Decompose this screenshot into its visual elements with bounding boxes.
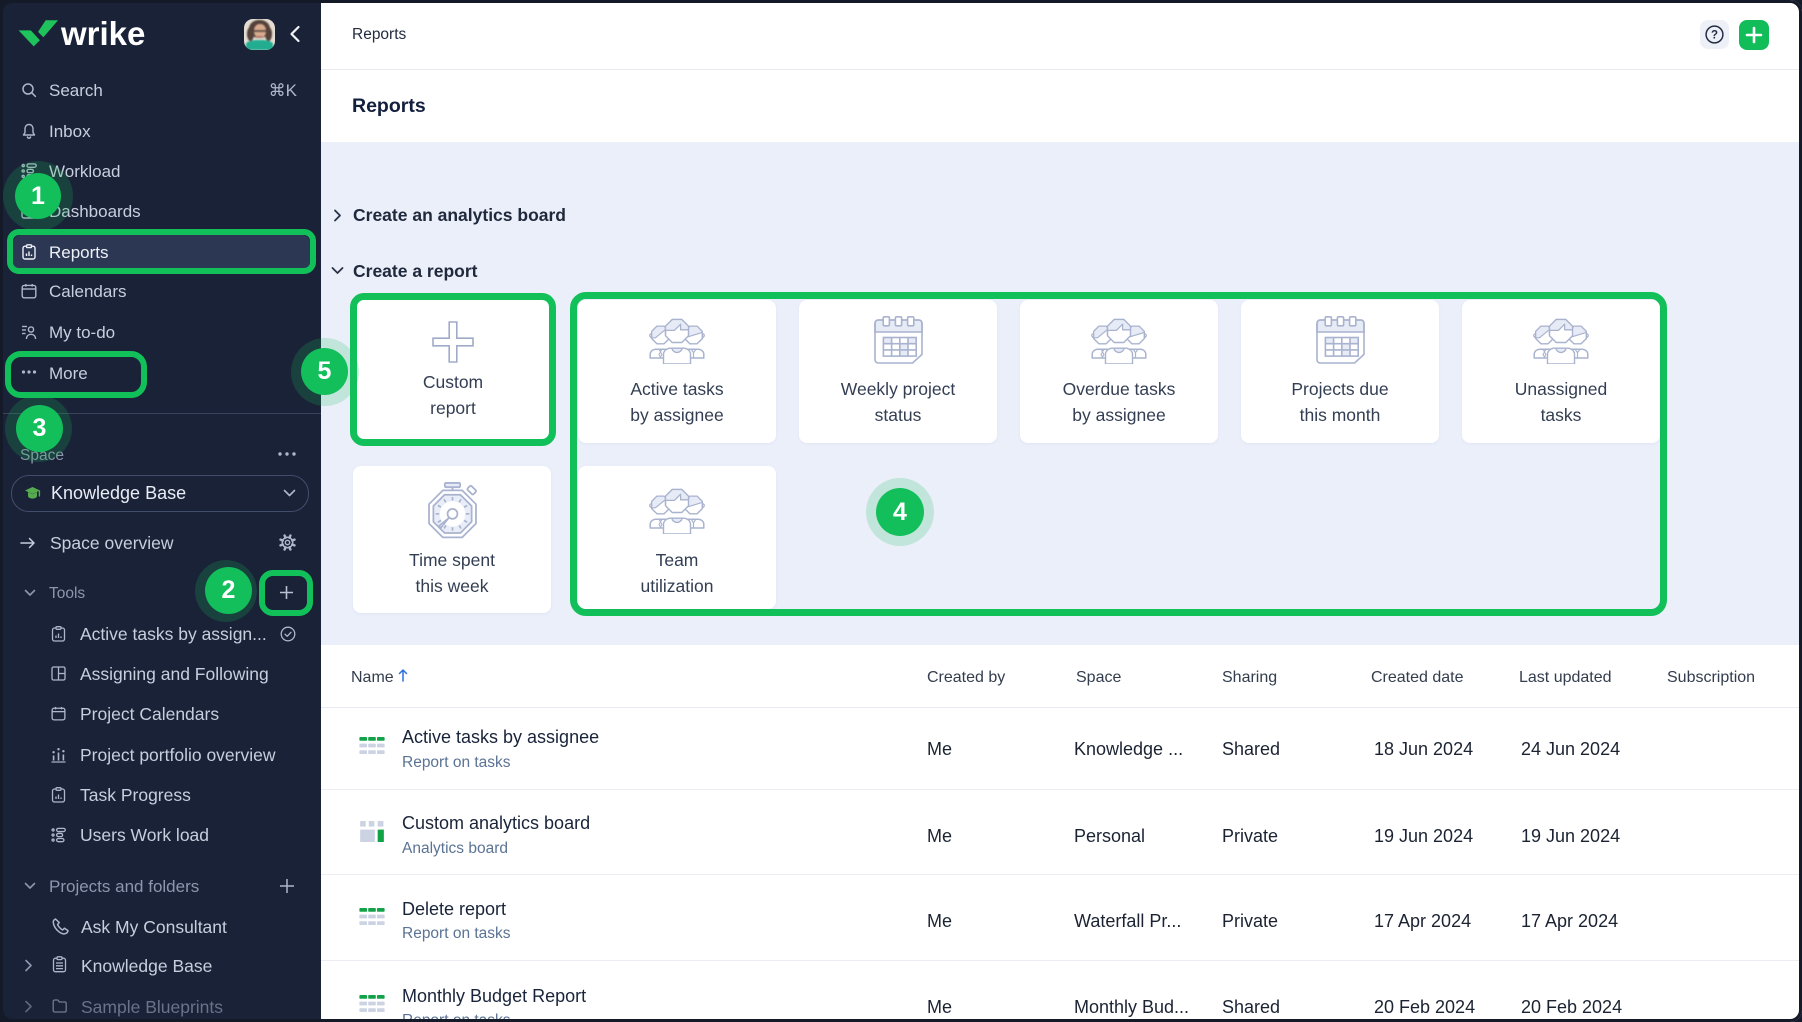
svg-text:?: ?	[1711, 29, 1718, 41]
